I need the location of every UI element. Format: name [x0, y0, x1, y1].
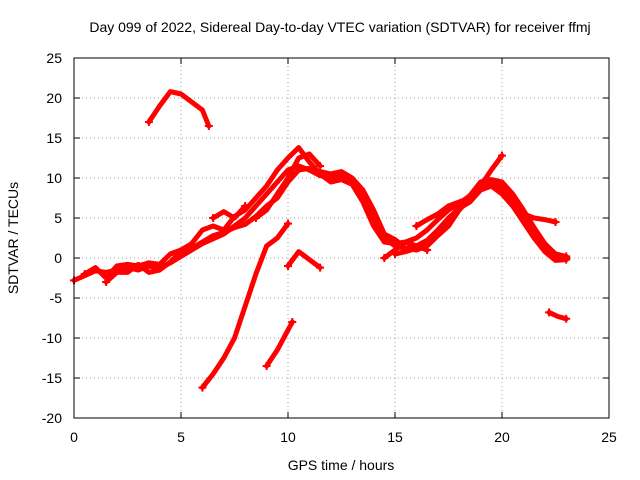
y-tick-label: -15 [42, 370, 62, 386]
series-endpoint-marker [198, 383, 207, 392]
x-tick-label: 10 [280, 429, 296, 445]
series-endpoint-marker [562, 255, 571, 264]
tick-layer: 0 5 10 15 20 25 -20 -15 -10 -5 0 5 10 15 20 25 [42, 50, 617, 445]
series-line-arc-10 [285, 249, 323, 271]
series-endpoint-marker [498, 151, 506, 160]
series-line-arc-9 [264, 319, 295, 369]
series-endpoint-marker [423, 246, 432, 254]
series-endpoint-marker [80, 270, 89, 278]
series-endpoint-marker [562, 314, 571, 323]
x-tick-label: 25 [601, 429, 617, 445]
y-axis-label: SDTVAR / TECUs [5, 182, 21, 294]
series-endpoint-marker [316, 162, 325, 170]
series-endpoint-marker [412, 222, 421, 230]
series-line-arc-6 [381, 239, 430, 261]
chart-title: Day 099 of 2022, Sidereal Day-to-day VTE… [89, 19, 590, 35]
series-endpoint-marker [102, 278, 111, 286]
series-line-arc-8 [199, 221, 291, 391]
series-endpoint-marker [251, 214, 260, 222]
series-line-arc-7 [146, 89, 212, 129]
x-tick-label: 20 [494, 429, 510, 445]
plot-frame [73, 57, 610, 419]
y-tick-label: -5 [50, 290, 63, 306]
x-axis-label: GPS time / hours [288, 457, 395, 473]
series-endpoint-marker [241, 202, 250, 210]
y-tick-label: 20 [46, 90, 62, 106]
series-line-arc-13 [253, 151, 323, 221]
y-tick-label: 0 [54, 250, 62, 266]
series-endpoint-marker [380, 254, 389, 262]
series-endpoint-marker [288, 318, 297, 326]
y-tick-label: -20 [42, 410, 62, 426]
y-tick-label: -10 [42, 330, 62, 346]
series-endpoint-marker [204, 122, 213, 130]
series-endpoint-marker [284, 262, 292, 270]
y-tick-label: 5 [54, 210, 62, 226]
series-endpoint-marker [316, 263, 325, 272]
x-tick-label: 0 [70, 429, 78, 445]
x-tick-label: 5 [177, 429, 185, 445]
series-endpoint-marker [144, 118, 153, 126]
series-endpoint-marker [262, 362, 271, 370]
series-layer [70, 89, 571, 392]
y-tick-label: 10 [46, 170, 62, 186]
y-tick-label: 15 [46, 130, 62, 146]
y-tick-label: 25 [46, 50, 62, 66]
x-tick-label: 15 [387, 429, 403, 445]
series-endpoint-marker [551, 218, 560, 226]
series-line-arc-5 [413, 183, 558, 229]
series-line-arc-4 [392, 153, 505, 257]
series-endpoint-marker [545, 308, 554, 317]
series-line-arc-12 [210, 203, 248, 221]
series-endpoint-marker [284, 219, 292, 228]
series-endpoint-marker [209, 214, 218, 222]
